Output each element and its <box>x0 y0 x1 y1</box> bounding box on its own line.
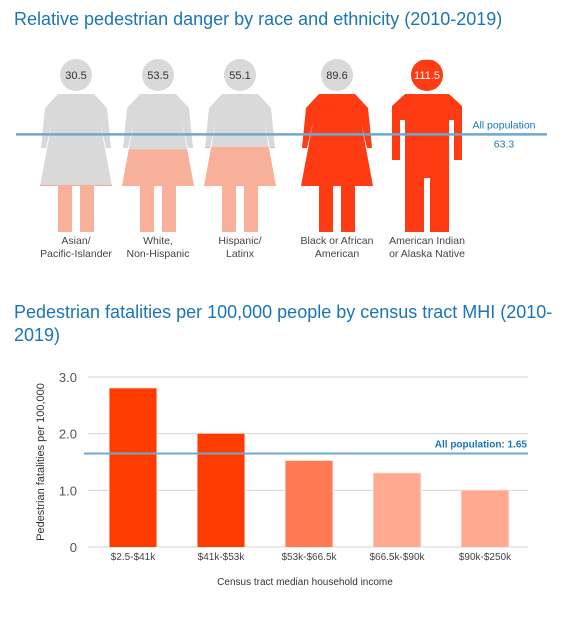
reference-value: 63.3 <box>494 138 515 150</box>
value-label: 89.6 <box>326 70 347 82</box>
category-label: or Alaska Native <box>389 248 465 260</box>
category-label: Hispanic/ <box>218 235 261 247</box>
x-tick-label: $66.5k-$90k <box>369 552 425 563</box>
x-tick-label: $2.5-$41k <box>111 552 156 563</box>
bar <box>109 388 157 547</box>
category-label: Black or African <box>301 235 374 247</box>
race-danger-chart: 30.5 Asian/Pacific-Islander 53.5 White,Non-… <box>16 59 547 260</box>
category-label: White, <box>143 235 173 247</box>
y-tick-label: 0 <box>70 540 77 555</box>
category-label: Asian/ <box>61 235 90 247</box>
chart-title-income: Pedestrian fatalities per 100,000 people… <box>14 302 553 345</box>
x-tick-label: $90k-$250k <box>459 552 512 563</box>
bar <box>373 473 421 547</box>
y-tick-label: 3.0 <box>59 370 77 385</box>
value-label: 30.5 <box>65 70 86 82</box>
y-axis-label: Pedestrian fatalities per 100,000 <box>35 383 47 541</box>
value-label: 111.5 <box>414 70 440 82</box>
reference-label: All population: 1.65 <box>435 440 528 451</box>
chart-title-race: Relative pedestrian danger by race and e… <box>14 9 503 29</box>
category-label: Non-Hispanic <box>126 248 189 260</box>
category-label: Latinx <box>226 248 255 260</box>
category-label: American <box>315 248 360 260</box>
value-label: 55.1 <box>229 70 250 82</box>
category-label: Pacific-Islander <box>40 248 112 260</box>
x-tick-label: $41k-$53k <box>198 552 246 563</box>
reference-label: All population <box>472 119 535 131</box>
x-axis-label: Census tract median household income <box>217 577 393 588</box>
y-tick-label: 1.0 <box>59 483 77 498</box>
category-label: American Indian <box>389 235 465 247</box>
value-label: 53.5 <box>147 70 168 82</box>
bar <box>285 460 333 547</box>
bar <box>197 433 245 547</box>
y-tick-label: 2.0 <box>59 427 77 442</box>
bar <box>461 490 509 547</box>
x-tick-label: $53k-$66.5k <box>281 552 337 563</box>
